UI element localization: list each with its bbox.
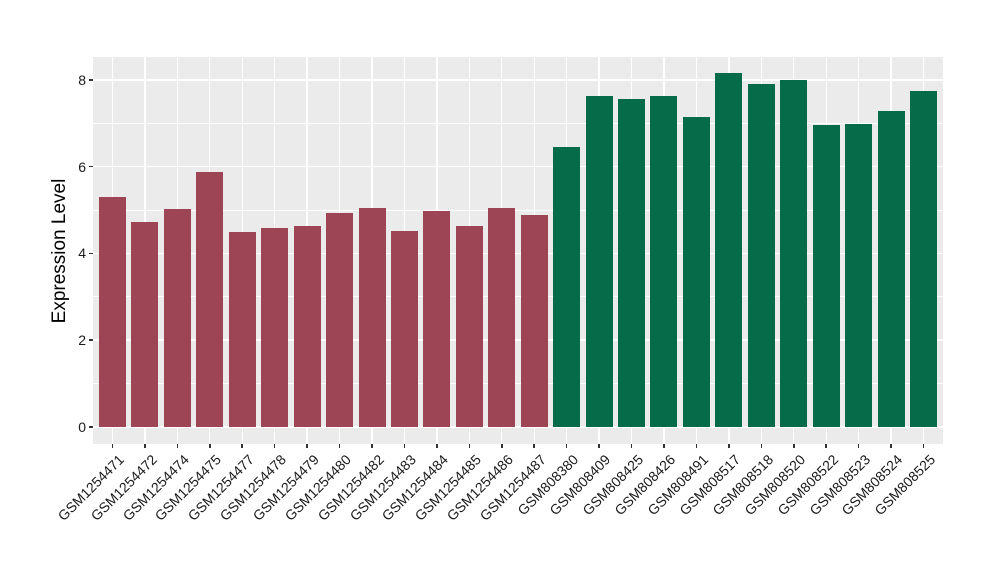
y-tick-mark xyxy=(89,79,93,81)
bar-GSM1254480 xyxy=(326,213,354,427)
minor-gridline xyxy=(93,122,943,124)
bar-GSM1254471 xyxy=(98,196,126,427)
x-tick-mark xyxy=(663,444,665,448)
x-tick-mark xyxy=(144,444,146,448)
bar-GSM808525 xyxy=(910,90,938,427)
x-tick-mark xyxy=(630,444,633,448)
minor-gridline xyxy=(93,383,943,384)
bar-GSM808524 xyxy=(877,110,905,427)
major-gridline xyxy=(93,339,943,341)
bar-GSM808491 xyxy=(682,116,710,427)
bar-GSM1254478 xyxy=(261,227,289,427)
x-tick-mark xyxy=(273,444,276,448)
x-tick-mark xyxy=(371,444,373,448)
major-gridline xyxy=(93,165,943,168)
x-tick-mark xyxy=(241,444,243,448)
y-tick-mark xyxy=(89,252,93,255)
bar-GSM808426 xyxy=(650,95,678,427)
bar-GSM1254484 xyxy=(423,210,451,427)
bar-GSM808409 xyxy=(585,95,613,427)
y-tick-mark xyxy=(89,426,93,428)
bar-GSM1254485 xyxy=(455,226,483,427)
bar-GSM1254472 xyxy=(131,221,159,427)
x-tick-mark xyxy=(533,444,535,448)
x-tick-mark xyxy=(111,444,114,448)
y-tick-mark xyxy=(89,165,93,168)
x-tick-mark xyxy=(403,444,406,448)
bar-GSM808520 xyxy=(780,79,808,427)
bar-GSM808523 xyxy=(845,123,873,427)
bar-GSM1254475 xyxy=(196,172,224,427)
x-tick-mark xyxy=(598,444,600,448)
x-tick-mark xyxy=(209,444,211,448)
bar-GSM1254487 xyxy=(520,215,548,427)
x-tick-mark xyxy=(436,444,438,448)
major-gridline xyxy=(93,426,943,428)
bar-GSM808518 xyxy=(747,84,775,427)
bar-GSM1254483 xyxy=(390,230,418,427)
x-tick-mark xyxy=(760,444,763,448)
y-tick-label: 4 xyxy=(78,245,86,262)
x-tick-mark xyxy=(306,444,308,448)
bar-GSM1254479 xyxy=(293,226,321,427)
x-tick-mark xyxy=(825,444,827,448)
bar-GSM808425 xyxy=(618,99,646,427)
major-gridline xyxy=(93,252,943,255)
bar-GSM808380 xyxy=(553,147,581,427)
x-tick-mark xyxy=(565,444,568,448)
bar-GSM1254474 xyxy=(163,209,191,427)
bar-GSM808522 xyxy=(812,124,840,427)
y-tick-label: 6 xyxy=(78,158,86,175)
bar-GSM1254486 xyxy=(488,208,516,427)
y-tick-label: 2 xyxy=(78,332,86,349)
x-tick-mark xyxy=(176,444,179,448)
bar-GSM1254477 xyxy=(228,231,256,427)
x-tick-mark xyxy=(793,444,795,448)
minor-gridline xyxy=(93,209,943,211)
x-tick-mark xyxy=(890,444,892,448)
y-tick-mark xyxy=(89,339,93,341)
x-tick-mark xyxy=(922,444,925,448)
x-tick-mark xyxy=(857,444,860,448)
x-tick-mark xyxy=(695,444,698,448)
x-tick-mark xyxy=(338,444,341,448)
x-tick-mark xyxy=(501,444,503,448)
x-tick-mark xyxy=(728,444,730,448)
y-tick-label: 0 xyxy=(78,418,86,435)
x-tick-mark xyxy=(468,444,471,448)
major-gridline xyxy=(93,79,943,81)
bar-GSM808517 xyxy=(715,73,743,427)
bar-GSM1254482 xyxy=(358,208,386,427)
plot-panel xyxy=(93,57,943,444)
y-tick-label: 8 xyxy=(78,71,86,88)
minor-gridline xyxy=(93,296,943,298)
